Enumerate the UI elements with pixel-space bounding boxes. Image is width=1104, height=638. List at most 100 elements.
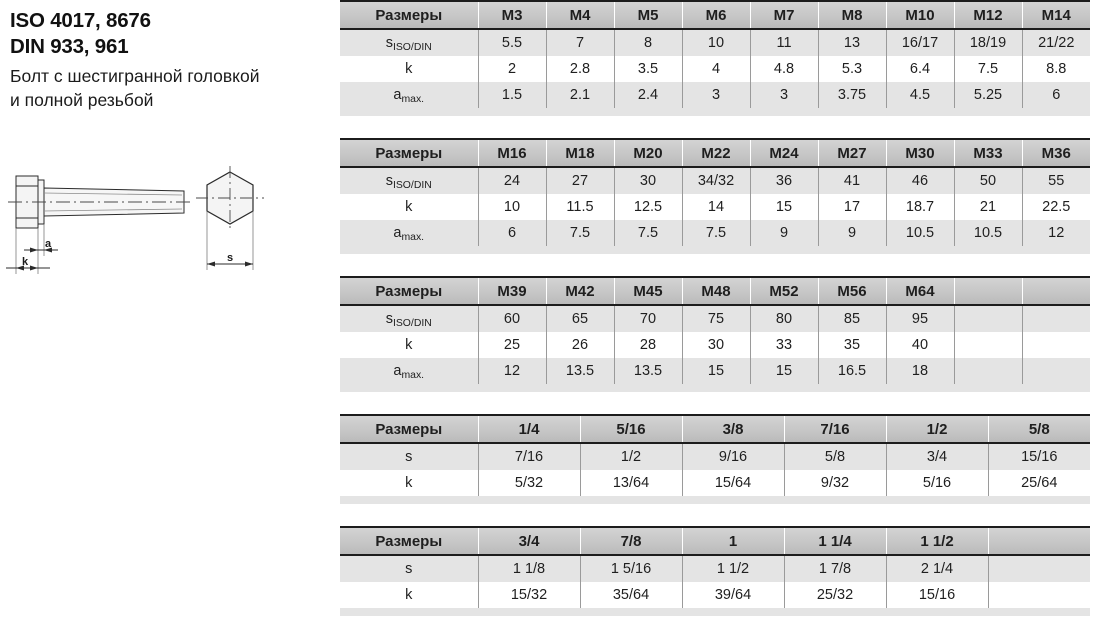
header-cell-size-9: M14 <box>1022 0 1090 30</box>
table-row: k 5/32 13/64 15/64 9/32 5/16 25/64 <box>340 470 1090 496</box>
header-cell-size-5: 1 1/2 <box>886 526 989 556</box>
data-cell: 10 <box>682 29 751 56</box>
header-cell-size-1: M16 <box>478 138 547 168</box>
data-cell: 16.5 <box>818 358 887 384</box>
table-bottom-cap-cell <box>340 108 1090 116</box>
data-cell: 1 1/2 <box>682 555 785 582</box>
header-cell-size-1: M39 <box>478 276 547 306</box>
data-cell: 5.5 <box>478 29 547 56</box>
data-cell: 7/16 <box>478 443 581 470</box>
left-info-panel: ISO 4017, 8676 DIN 933, 961 Болт с шести… <box>0 0 335 566</box>
data-cell: 39/64 <box>682 582 785 608</box>
header-cell-size-8 <box>954 276 1023 306</box>
data-cell: 13 <box>818 29 887 56</box>
data-cell: 5/32 <box>478 470 581 496</box>
data-cell: 25 <box>478 332 547 358</box>
data-cell: 11.5 <box>546 194 615 220</box>
data-cell: 7.5 <box>546 220 615 246</box>
data-cell: 12 <box>478 358 547 384</box>
data-cell: 1 7/8 <box>784 555 887 582</box>
dimension-label-k: k <box>22 256 29 268</box>
table-row: sISO/DIN 5.5 7 8 10 11 13 16/17 18/19 21/22 <box>340 29 1090 56</box>
header-cell-size-2: 5/16 <box>580 414 683 444</box>
data-cell: 7.5 <box>614 220 683 246</box>
data-cell: 41 <box>818 167 887 194</box>
dimension-tables: Размеры M3 M4 M5 M6 M7 M8 M10 M12 M14 sISO/DIN 5.5 7… <box>340 0 1092 638</box>
header-cell-dimensions: Размеры <box>340 138 479 168</box>
table-bottom-cap-cell <box>340 496 1090 504</box>
table-header-row: Размеры M16 M18 M20 M22 M24 M27 M30 M33 M36 <box>340 138 1090 168</box>
table-bottom-cap <box>340 496 1090 504</box>
data-cell: 8 <box>614 29 683 56</box>
data-cell: 13.5 <box>614 358 683 384</box>
table-row: k 2 2.8 3.5 4 4.8 5.3 6.4 7.5 8.8 <box>340 56 1090 82</box>
header-cell-size-4: 1 1/4 <box>784 526 887 556</box>
header-cell-size-3: M45 <box>614 276 683 306</box>
header-cell-size-3: 1 <box>682 526 785 556</box>
data-cell-empty <box>1022 358 1090 384</box>
table-bottom-cap <box>340 384 1090 392</box>
data-cell: 30 <box>682 332 751 358</box>
data-cell: 26 <box>546 332 615 358</box>
data-cell: 15/64 <box>682 470 785 496</box>
header-cell-size-4: M6 <box>682 0 751 30</box>
data-cell: 8.8 <box>1046 61 1067 77</box>
data-cell-empty <box>1022 332 1090 358</box>
data-cell: 5/16 <box>886 470 989 496</box>
header-cell-size-5: M7 <box>750 0 819 30</box>
header-cell-size-4: 7/16 <box>784 414 887 444</box>
header-cell-size-3: 3/8 <box>682 414 785 444</box>
table-row: k 15/32 35/64 39/64 25/32 15/16 <box>340 582 1090 608</box>
data-cell: 46 <box>886 167 955 194</box>
spec-table-imperial-1: Размеры 1/4 5/16 3/8 7/16 1/2 5/8 s 7/16 1/2 9/16 5… <box>340 414 1090 504</box>
table-bottom-cap <box>340 246 1090 254</box>
spec-table-imperial-2: Размеры 3/4 7/8 1 1 1/4 1 1/2 s 1 1/8 1 5/16 1 1/… <box>340 526 1090 616</box>
header-cell-dimensions: Размеры <box>340 526 479 556</box>
header-cell-dimensions: Размеры <box>340 0 479 30</box>
row-label-k: k <box>340 56 479 82</box>
data-cell: 15 <box>750 194 819 220</box>
data-cell: 3.5 <box>614 56 683 82</box>
data-cell: 9/32 <box>784 470 887 496</box>
data-cell: 1/2 <box>580 443 683 470</box>
data-cell: 22.5 <box>1042 199 1071 215</box>
data-cell: 15 <box>750 358 819 384</box>
data-cell: 18.7 <box>886 194 955 220</box>
data-cell: 13/64 <box>580 470 683 496</box>
data-cell: 70 <box>614 305 683 332</box>
table-header-row: Размеры M39 M42 M45 M48 M52 M56 M64 <box>340 276 1090 306</box>
row-label-k: k <box>340 194 479 220</box>
table-bottom-cap <box>340 608 1090 616</box>
data-cell: 2 1/4 <box>886 555 989 582</box>
row-label-k: k <box>340 582 479 608</box>
data-cell: 4.8 <box>750 56 819 82</box>
data-cell: 9 <box>818 220 887 246</box>
table-row: k 10 11.5 12.5 14 15 17 18.7 21 22.5 <box>340 194 1090 220</box>
header-cell-size-5: M52 <box>750 276 819 306</box>
data-cell: 7.5 <box>682 220 751 246</box>
header-cell-size-6: M27 <box>818 138 887 168</box>
header-cell-size-1: M3 <box>478 0 547 30</box>
data-cell: 2.8 <box>546 56 615 82</box>
data-cell: 27 <box>546 167 615 194</box>
data-cell: 40 <box>886 332 955 358</box>
data-cell: 12.5 <box>614 194 683 220</box>
data-cell: 3/4 <box>886 443 989 470</box>
header-cell-size-2: 7/8 <box>580 526 683 556</box>
data-cell-empty <box>954 358 1023 384</box>
header-cell-size-4: M22 <box>682 138 751 168</box>
header-cell-size-2: M42 <box>546 276 615 306</box>
data-cell: 4.5 <box>886 82 955 108</box>
data-cell: 24 <box>478 167 547 194</box>
table-bottom-cap-cell <box>340 246 1090 254</box>
data-cell: 17 <box>818 194 887 220</box>
data-cell: 30 <box>614 167 683 194</box>
header-cell-size-8: M12 <box>954 0 1023 30</box>
header-cell-size-5: 1/2 <box>886 414 989 444</box>
data-cell: 33 <box>750 332 819 358</box>
data-cell: 16/17 <box>886 29 955 56</box>
row-label-s-iso-din: sISO/DIN <box>340 29 479 56</box>
table-row: sISO/DIN 60 65 70 75 80 85 95 <box>340 305 1090 332</box>
data-cell: 5.25 <box>954 82 1023 108</box>
spec-table-metric-2: Размеры M16 M18 M20 M22 M24 M27 M30 M33 M36 sISO/D… <box>340 138 1090 254</box>
